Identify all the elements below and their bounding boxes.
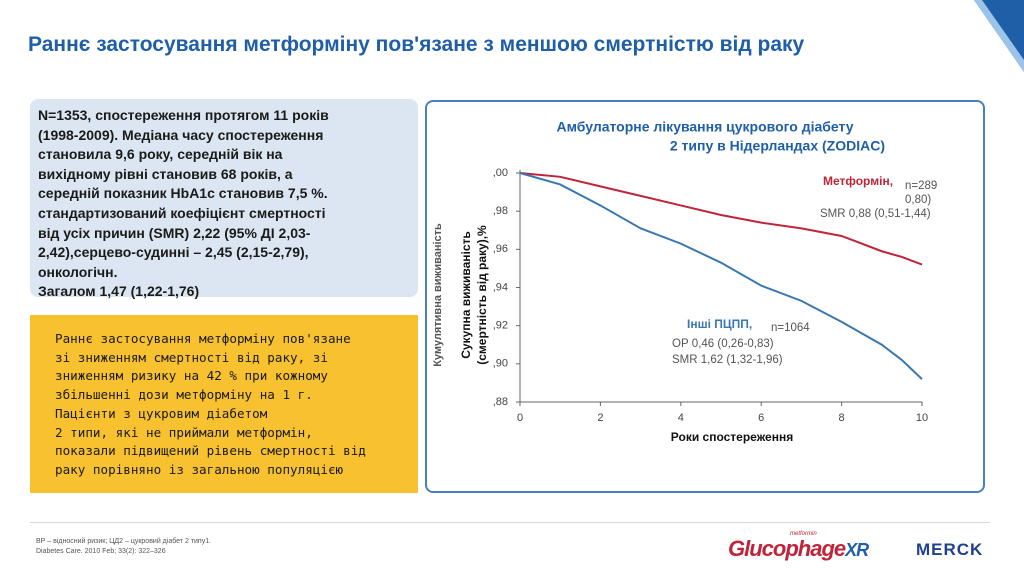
info-line: N=1353, спостереження протягом 11 років bbox=[38, 107, 329, 123]
corner-decoration bbox=[974, 0, 1024, 72]
survival-curve bbox=[519, 172, 923, 380]
annotation: n=1064 bbox=[771, 322, 810, 334]
y-tick-label: ,92 bbox=[493, 320, 508, 332]
company-logo: MERCK bbox=[916, 540, 984, 559]
y-tick-label: ,98 bbox=[493, 205, 508, 217]
annotation: SMR 0,88 (0,51-1,44) bbox=[820, 208, 931, 220]
label-background bbox=[685, 316, 755, 333]
logo-text: Glucophage bbox=[728, 536, 846, 561]
annotation: ОР 0,46 (0,26-0,83) bbox=[672, 338, 774, 350]
annotation: 0,80) bbox=[905, 194, 931, 206]
highlight-line: показали підвищений рівень смертності ві… bbox=[55, 443, 366, 459]
chart-title: 2 типу в Нідерландах (ZODIAC) bbox=[670, 138, 885, 154]
footnote: ВР – відносний ризик; ЦД2 – цукровий діа… bbox=[36, 538, 212, 545]
info-line: від усіх причин (SMR) 2,22 (95% ДІ 2,03- bbox=[38, 224, 311, 241]
highlight-line: Раннє застосування метформіну пов'язане bbox=[55, 331, 351, 346]
x-axis-label: Роки спостереження bbox=[671, 430, 793, 444]
survival-curve bbox=[519, 172, 923, 266]
info-line: стандартизований коефіцієнт смертності bbox=[38, 204, 326, 221]
info-line: становила 9,6 року, середній вік на bbox=[38, 146, 283, 163]
info-line: Загалом 1,47 (1,22-1,76) bbox=[38, 283, 200, 300]
chart-title: Амбулаторне лікування цукрового діабету bbox=[556, 119, 853, 135]
info-line: (1998-2009). Медіана часу спостереження bbox=[38, 126, 324, 143]
highlight-box: Раннє застосування метформіну пов'язане з… bbox=[30, 315, 418, 493]
x-tick-label: 6 bbox=[758, 412, 764, 424]
slide-title: Раннє застосування метформіну пов'язане … bbox=[28, 33, 805, 56]
x-tick-label: 0 bbox=[517, 412, 523, 424]
info-line: 2,42),серцево-судинні – 2,45 (2,15-2,79)… bbox=[38, 244, 309, 261]
x-tick-label: 4 bbox=[678, 412, 684, 424]
y-tick-label: ,88 bbox=[493, 396, 508, 408]
highlight-line: Пацієнти з цукровим діабетом bbox=[55, 405, 268, 421]
y-axis-label: Сукупна виживаність bbox=[459, 231, 473, 359]
logo-small: metformin bbox=[790, 531, 817, 537]
y-axis-label-faded: Кумулятивна виживаність bbox=[432, 223, 444, 367]
info-line: середній показник HbA1c становив 7,5 %. bbox=[38, 185, 328, 202]
y-tick-label: ,96 bbox=[493, 243, 508, 255]
info-box: N=1353, спостереження протягом 11 років (… bbox=[30, 99, 418, 299]
x-tick-label: 2 bbox=[597, 412, 603, 424]
y-tick-label: ,94 bbox=[493, 281, 508, 293]
highlight-line: зі зниженням смертності від раку, зі bbox=[55, 349, 328, 365]
y-tick-label: ,00 bbox=[493, 167, 508, 179]
y-axis-label: (смертність від раку),% bbox=[475, 225, 489, 365]
logo-suffix: XR bbox=[845, 540, 869, 560]
legend-label: Інші ПЦПП, bbox=[687, 317, 752, 331]
divider bbox=[30, 522, 990, 523]
logo: GlucophageXR bbox=[728, 536, 869, 562]
label-background bbox=[821, 173, 896, 190]
highlight-line: раку порівняно із загальною популяцією bbox=[55, 461, 344, 477]
highlight-line: збільшенні дози метформіну на 1 г. bbox=[55, 387, 313, 403]
highlight-line: зниженням ризику на 42 % при кожному bbox=[55, 368, 328, 384]
legend-label: Метформін, bbox=[823, 174, 893, 188]
chart: Амбулаторне лікування цукрового діабету 2… bbox=[432, 119, 937, 444]
info-line: онкологічн. bbox=[38, 263, 118, 280]
footnote: Diabetes Care. 2010 Feb; 33(2): 322–326 bbox=[36, 548, 166, 555]
annotation: SMR 1,62 (1,32-1,96) bbox=[672, 354, 783, 366]
y-tick-label: ,90 bbox=[493, 358, 508, 370]
x-tick-label: 8 bbox=[839, 412, 845, 424]
annotation: n=289 bbox=[905, 180, 937, 192]
highlight-line: 2 типи, які не приймали метформін, bbox=[55, 424, 313, 440]
info-line: вихідному рівні становив 68 років, а bbox=[38, 165, 293, 182]
x-tick-label: 10 bbox=[916, 412, 928, 424]
chart-frame bbox=[425, 100, 985, 493]
